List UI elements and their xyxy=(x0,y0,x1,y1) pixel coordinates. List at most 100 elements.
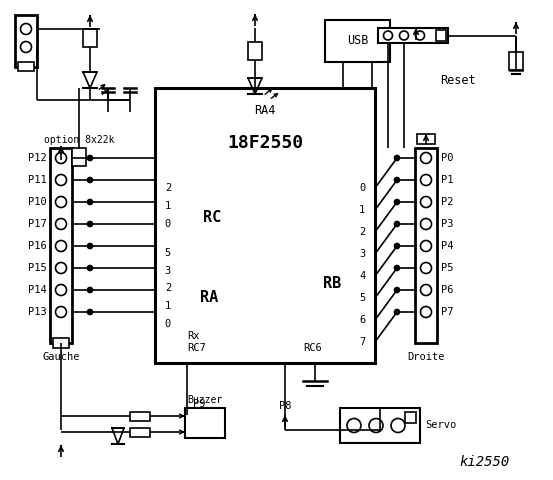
Text: 1: 1 xyxy=(165,301,171,311)
Circle shape xyxy=(20,24,32,35)
Text: P14: P14 xyxy=(28,285,47,295)
Text: RC6: RC6 xyxy=(303,343,322,353)
Bar xyxy=(436,30,446,41)
Text: RB: RB xyxy=(323,276,341,290)
Circle shape xyxy=(87,288,92,292)
Circle shape xyxy=(399,31,409,40)
Circle shape xyxy=(420,307,431,317)
Circle shape xyxy=(20,41,32,52)
Text: RA4: RA4 xyxy=(254,104,276,117)
Bar xyxy=(18,62,34,71)
Circle shape xyxy=(55,240,66,252)
Circle shape xyxy=(420,285,431,296)
Circle shape xyxy=(394,243,399,249)
Circle shape xyxy=(347,419,361,432)
Circle shape xyxy=(420,175,431,185)
Text: 18F2550: 18F2550 xyxy=(227,134,303,152)
Text: RC7: RC7 xyxy=(187,343,206,353)
Bar xyxy=(83,29,97,47)
Bar xyxy=(15,15,37,67)
Text: 5: 5 xyxy=(165,248,171,258)
Bar xyxy=(130,412,150,421)
Text: P12: P12 xyxy=(28,153,47,163)
Text: 2: 2 xyxy=(165,283,171,293)
Text: Rx: Rx xyxy=(187,331,200,341)
Circle shape xyxy=(55,175,66,185)
Text: P1: P1 xyxy=(441,175,453,185)
Bar xyxy=(417,134,435,144)
Text: P9: P9 xyxy=(193,399,205,409)
Text: P7: P7 xyxy=(441,307,453,317)
Circle shape xyxy=(55,153,66,164)
Text: P17: P17 xyxy=(28,219,47,229)
Text: option 8x22k: option 8x22k xyxy=(44,135,114,145)
Text: 5: 5 xyxy=(359,293,365,303)
Circle shape xyxy=(383,31,393,40)
Text: P10: P10 xyxy=(28,197,47,207)
Circle shape xyxy=(394,221,399,227)
Bar xyxy=(325,20,390,62)
Text: 0: 0 xyxy=(165,219,171,229)
Text: RA: RA xyxy=(200,290,218,305)
Text: P3: P3 xyxy=(441,219,453,229)
Text: 3: 3 xyxy=(359,249,365,259)
Bar xyxy=(248,42,262,60)
Bar xyxy=(72,148,86,166)
Circle shape xyxy=(420,240,431,252)
Circle shape xyxy=(55,285,66,296)
Text: P16: P16 xyxy=(28,241,47,251)
Bar xyxy=(185,408,225,438)
Circle shape xyxy=(394,310,399,314)
Circle shape xyxy=(55,196,66,207)
Text: 6: 6 xyxy=(359,315,365,325)
Bar xyxy=(340,408,420,443)
Bar xyxy=(155,88,375,363)
Circle shape xyxy=(55,263,66,274)
Circle shape xyxy=(415,31,425,40)
Text: 4: 4 xyxy=(359,271,365,281)
Text: 1: 1 xyxy=(359,205,365,215)
Circle shape xyxy=(394,178,399,182)
Text: ki2550: ki2550 xyxy=(460,455,510,469)
Text: P13: P13 xyxy=(28,307,47,317)
Text: RC: RC xyxy=(203,211,221,226)
Text: 2: 2 xyxy=(359,227,365,237)
Bar xyxy=(415,148,437,343)
Circle shape xyxy=(87,156,92,160)
Text: USB: USB xyxy=(347,35,368,48)
Bar xyxy=(509,52,523,70)
Circle shape xyxy=(394,288,399,292)
Circle shape xyxy=(394,156,399,160)
Text: P15: P15 xyxy=(28,263,47,273)
Bar xyxy=(405,412,416,423)
Circle shape xyxy=(369,419,383,432)
Circle shape xyxy=(55,307,66,317)
Text: Buzzer: Buzzer xyxy=(187,395,223,405)
Circle shape xyxy=(394,200,399,204)
Bar xyxy=(130,428,150,437)
Circle shape xyxy=(394,265,399,271)
Circle shape xyxy=(87,200,92,204)
Bar xyxy=(50,148,72,343)
Text: 3: 3 xyxy=(165,266,171,276)
Text: P4: P4 xyxy=(441,241,453,251)
Text: Servo: Servo xyxy=(425,420,456,431)
Circle shape xyxy=(87,178,92,182)
Circle shape xyxy=(87,265,92,271)
Text: 2: 2 xyxy=(165,183,171,193)
Circle shape xyxy=(55,218,66,229)
Text: P6: P6 xyxy=(441,285,453,295)
Text: P0: P0 xyxy=(441,153,453,163)
Text: Gauche: Gauche xyxy=(42,352,80,362)
Text: Droite: Droite xyxy=(407,352,445,362)
Text: 1: 1 xyxy=(165,201,171,211)
Circle shape xyxy=(420,196,431,207)
Circle shape xyxy=(391,419,405,432)
Circle shape xyxy=(87,221,92,227)
Bar xyxy=(53,338,69,348)
Text: P11: P11 xyxy=(28,175,47,185)
Text: 0: 0 xyxy=(359,183,365,193)
Text: Reset: Reset xyxy=(440,73,476,86)
Circle shape xyxy=(420,218,431,229)
Circle shape xyxy=(420,263,431,274)
